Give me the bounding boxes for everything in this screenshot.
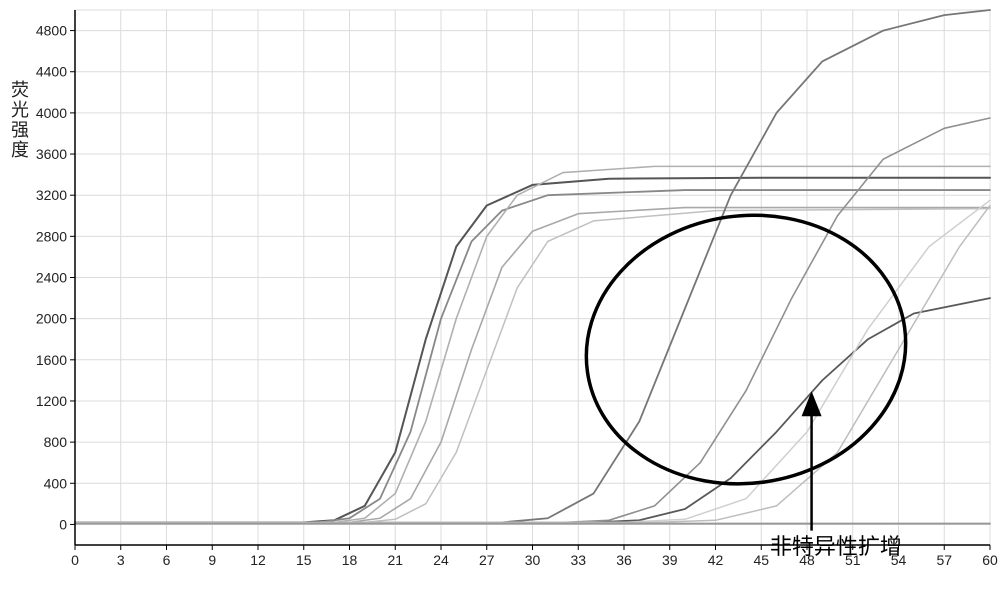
svg-text:2000: 2000 xyxy=(36,311,67,327)
svg-text:33: 33 xyxy=(570,552,586,568)
svg-text:3200: 3200 xyxy=(36,187,67,203)
svg-text:0: 0 xyxy=(71,552,79,568)
svg-text:45: 45 xyxy=(753,552,769,568)
chart-svg: 0400800120016002000240028003200360040004… xyxy=(0,0,1000,591)
svg-text:800: 800 xyxy=(44,434,68,450)
svg-text:2800: 2800 xyxy=(36,228,67,244)
svg-text:400: 400 xyxy=(44,475,68,491)
svg-text:0: 0 xyxy=(59,516,67,532)
svg-text:12: 12 xyxy=(250,552,266,568)
svg-text:4400: 4400 xyxy=(36,64,67,80)
svg-text:15: 15 xyxy=(296,552,312,568)
svg-text:3: 3 xyxy=(117,552,125,568)
svg-text:21: 21 xyxy=(387,552,403,568)
svg-text:9: 9 xyxy=(208,552,216,568)
svg-text:39: 39 xyxy=(662,552,678,568)
svg-text:24: 24 xyxy=(433,552,449,568)
svg-text:3600: 3600 xyxy=(36,146,67,162)
amplification-chart: 0400800120016002000240028003200360040004… xyxy=(0,0,1000,591)
svg-text:4800: 4800 xyxy=(36,23,67,39)
svg-text:60: 60 xyxy=(982,552,998,568)
annotation-label: 非特异性扩增 xyxy=(770,529,902,561)
y-axis-label: 荧光强度 xyxy=(6,80,32,160)
svg-text:42: 42 xyxy=(708,552,724,568)
svg-text:18: 18 xyxy=(342,552,358,568)
svg-text:6: 6 xyxy=(163,552,171,568)
svg-text:1600: 1600 xyxy=(36,352,67,368)
svg-text:36: 36 xyxy=(616,552,632,568)
svg-text:2400: 2400 xyxy=(36,270,67,286)
svg-text:57: 57 xyxy=(936,552,952,568)
svg-text:1200: 1200 xyxy=(36,393,67,409)
svg-text:27: 27 xyxy=(479,552,495,568)
svg-text:30: 30 xyxy=(525,552,541,568)
svg-text:4000: 4000 xyxy=(36,105,67,121)
